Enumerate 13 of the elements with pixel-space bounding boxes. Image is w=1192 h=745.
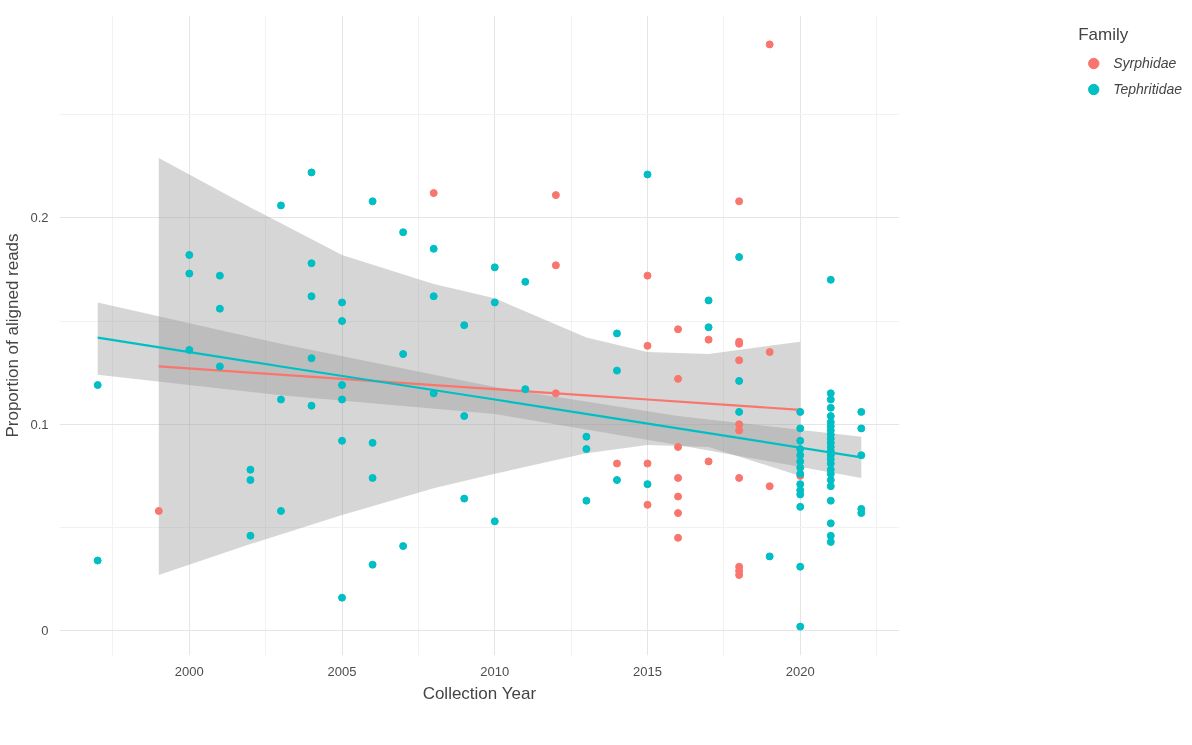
y-tick-label: 0.1 bbox=[30, 416, 49, 432]
x-tick-label: 2000 bbox=[174, 663, 204, 679]
x-tick-label: 2010 bbox=[480, 663, 510, 679]
x-tick-label: 2005 bbox=[327, 663, 357, 679]
legend-label: Tephritidae bbox=[1113, 80, 1182, 99]
y-axis-title: Proportion of aligned reads bbox=[3, 233, 23, 438]
x-axis-title: Collection Year bbox=[422, 683, 537, 703]
x-tick-label: 2020 bbox=[785, 663, 815, 679]
x-tick-label: 2015 bbox=[633, 663, 662, 679]
legend-title: Family bbox=[1078, 25, 1130, 45]
y-tick-label: 0.2 bbox=[30, 210, 49, 226]
legend-label: Syrphidae bbox=[1113, 54, 1177, 73]
y-tick-label: 0 bbox=[41, 623, 49, 639]
